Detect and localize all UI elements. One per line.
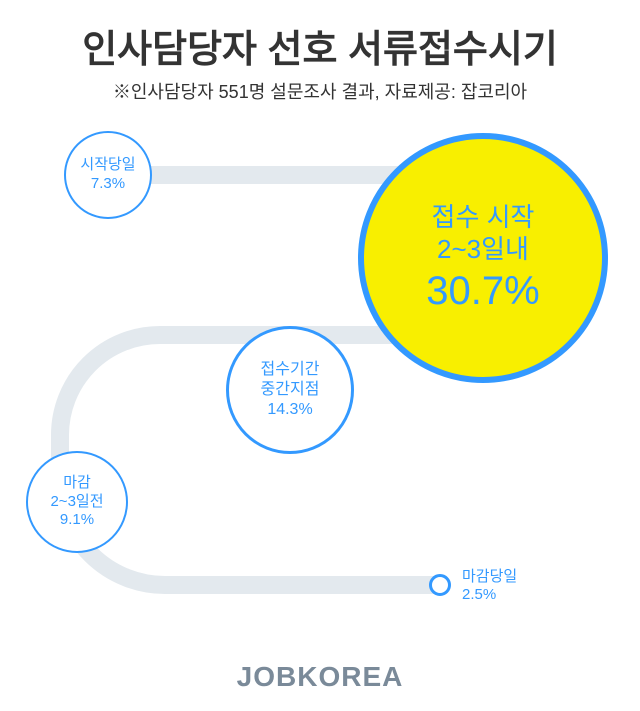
node-label: 접수기간: [261, 360, 320, 380]
node-value: 14.3%: [267, 400, 312, 420]
node-label: 접수 시작: [432, 201, 535, 234]
footer-text: JOBKOREA: [237, 661, 404, 692]
infographic-plot: 시작당일7.3%접수 시작2~3일내30.7%접수기간중간지점14.3%마감2~…: [0, 110, 640, 650]
node-deadline-day: [429, 574, 451, 596]
node-side-label-deadline-day: 마감당일2.5%: [462, 568, 517, 604]
node-start-day: 시작당일7.3%: [64, 131, 152, 219]
node-label: 7.3%: [91, 175, 125, 194]
node-value: 30.7%: [426, 266, 539, 316]
page-subtitle: ※인사담당자 551명 설문조사 결과, 자료제공: 잡코리아: [113, 78, 527, 104]
node-label: 시작당일: [80, 156, 135, 175]
title-text: 인사담당자 선호 서류접수시기: [82, 29, 558, 71]
side-label-text: 마감당일: [462, 568, 517, 586]
node-value: 9.1%: [60, 511, 94, 530]
node-label: 2~3일내: [437, 233, 529, 266]
node-label: 중간지점: [261, 380, 320, 400]
node-before-deadline-2-3: 마감2~3일전9.1%: [26, 451, 128, 553]
node-midpoint: 접수기간중간지점14.3%: [226, 326, 354, 454]
side-label-value: 2.5%: [462, 586, 517, 604]
node-within-2-3-days: 접수 시작2~3일내30.7%: [358, 133, 608, 383]
subtitle-text: ※인사담당자 551명 설문조사 결과, 자료제공: 잡코리아: [113, 82, 527, 102]
footer-logo: JOBKOREA: [237, 661, 404, 693]
node-label: 2~3일전: [50, 493, 103, 512]
page-title: 인사담당자 선호 서류접수시기: [82, 18, 558, 73]
node-label: 마감: [63, 474, 91, 493]
